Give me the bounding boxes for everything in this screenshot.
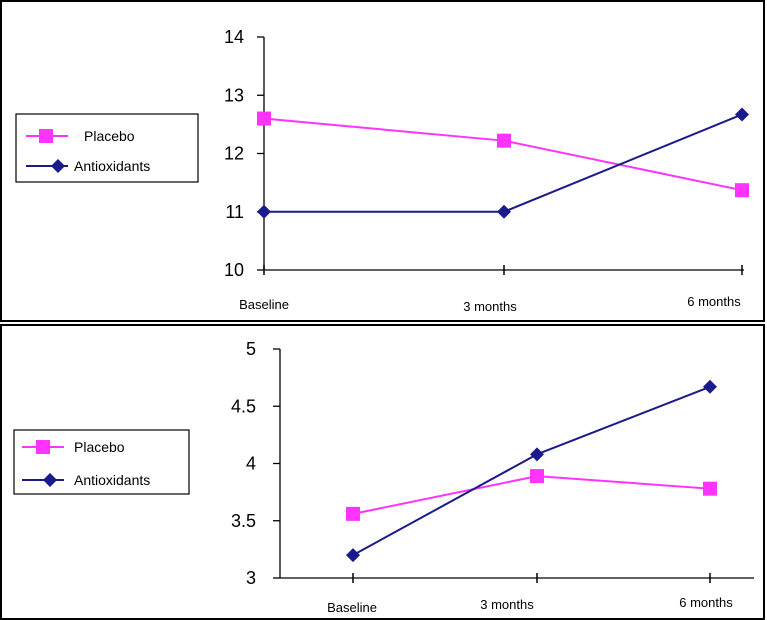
- y-tick-label: 4.5: [231, 396, 256, 416]
- y-tick-label: 4: [246, 454, 256, 474]
- legend-box: [15, 113, 199, 183]
- x-tick-label: Baseline: [239, 297, 289, 312]
- x-tick-label: 6 months: [687, 294, 741, 309]
- chart-panel-1: 10 11 12 13 14 Baseline 3 months 6 months Place…: [0, 0, 765, 322]
- data-point-antioxidants: [735, 107, 749, 122]
- x-tick-label: Baseline: [327, 600, 377, 615]
- data-point-placebo: [703, 481, 717, 496]
- legend-marker-antioxidants: [43, 473, 57, 487]
- legend-label-placebo: Placebo: [74, 439, 125, 455]
- data-point-antioxidants: [497, 204, 511, 219]
- data-point-antioxidants: [346, 548, 360, 563]
- data-point-placebo: [735, 183, 749, 198]
- x-tick-label: 3 months: [463, 299, 517, 314]
- data-point-antioxidants: [530, 447, 544, 462]
- series-line-antioxidants: [264, 113, 743, 213]
- line-chart-2: 3 3.5 4 4.5 5 Baseline 3 months 6 months Placeb…: [13, 339, 754, 615]
- legend-marker-placebo: [39, 129, 53, 143]
- chart-panel-2: 3 3.5 4 4.5 5 Baseline 3 months 6 months Placeb…: [0, 324, 765, 620]
- legend-marker-placebo: [36, 440, 50, 454]
- series-line-placebo: [263, 117, 743, 192]
- line-chart-1: 10 11 12 13 14 Baseline 3 months 6 months Place…: [15, 27, 749, 314]
- y-tick-label: 11: [225, 202, 244, 222]
- y-tick-label: 14: [224, 27, 244, 47]
- legend-1: Placebo Antioxidants: [15, 113, 199, 183]
- plot-area: 3 3.5 4 4.5 5 Baseline 3 months 6 months: [231, 339, 754, 615]
- data-point-placebo: [530, 469, 544, 484]
- y-tick-label: 3: [246, 568, 256, 588]
- plot-area: 10 11 12 13 14 Baseline 3 months 6 months: [224, 27, 749, 314]
- legend-marker-antioxidants: [51, 159, 65, 173]
- legend-label-antioxidants: Antioxidants: [74, 472, 150, 488]
- data-point-placebo: [497, 133, 511, 148]
- y-tick-label: 5: [246, 339, 256, 359]
- x-tick-label: 3 months: [480, 597, 534, 612]
- data-point-placebo: [257, 111, 271, 126]
- y-tick-label: 12: [224, 144, 244, 164]
- x-tick-label: 6 months: [679, 595, 733, 610]
- legend-label-antioxidants: Antioxidants: [74, 158, 150, 174]
- data-point-placebo: [346, 506, 360, 521]
- y-tick-label: 3.5: [231, 511, 256, 531]
- legend-2: Placebo Antioxidants: [13, 429, 190, 495]
- legend-label-placebo: Placebo: [84, 128, 135, 144]
- y-tick-label: 13: [224, 85, 244, 105]
- data-point-antioxidants: [257, 204, 271, 219]
- data-point-antioxidants: [703, 379, 717, 394]
- y-tick-label: 10: [224, 260, 244, 280]
